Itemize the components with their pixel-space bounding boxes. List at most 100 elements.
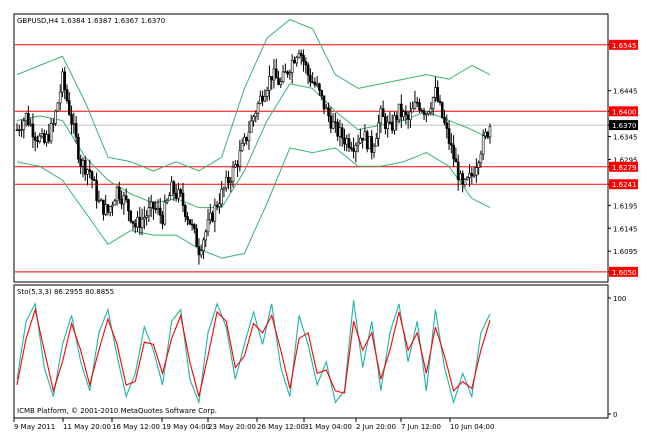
candle-body: [38, 135, 42, 142]
candle-body: [181, 192, 185, 206]
candle-body: [236, 164, 239, 167]
candle-body: [86, 169, 89, 175]
candle-body: [252, 116, 255, 122]
candle-body: [249, 120, 253, 133]
candle-body: [343, 137, 346, 145]
candle-body: [222, 187, 226, 190]
price-tick-label: 1.6345: [613, 134, 638, 142]
current-price-box: [609, 120, 638, 131]
level-label: 1.6279: [612, 164, 637, 172]
candle-body: [472, 174, 476, 177]
candle-body: [152, 201, 155, 209]
candle-body: [393, 115, 396, 131]
candle-body: [133, 223, 137, 228]
candle-body: [295, 57, 299, 64]
stochastic-tick-label: 0: [613, 411, 617, 419]
candle-body: [397, 103, 401, 121]
candle-body: [363, 131, 367, 141]
candle-body: [297, 53, 301, 58]
candle-body: [370, 136, 374, 153]
stochastic-axis: 100 0: [608, 295, 626, 419]
candle-body: [418, 102, 421, 111]
candle-body: [299, 53, 303, 56]
candle-body: [224, 176, 228, 189]
candle-body: [208, 212, 212, 221]
candle-body: [304, 61, 308, 66]
candle-body: [340, 127, 344, 139]
candle-body: [388, 121, 392, 124]
level-label: 1.6241: [612, 181, 637, 189]
candle-body: [290, 60, 294, 73]
candle-body: [288, 72, 292, 75]
bollinger-upper-line: [16, 19, 491, 172]
candle-body: [402, 111, 405, 117]
candle-body: [336, 121, 339, 137]
candle-body: [158, 207, 162, 216]
candle-body: [165, 199, 169, 203]
candle-body: [58, 91, 62, 104]
candle-body: [68, 100, 71, 115]
candle-body: [149, 201, 153, 208]
candle-body: [261, 95, 264, 102]
candle-body: [140, 218, 144, 228]
candle-body: [215, 204, 219, 207]
candle-body: [356, 142, 360, 146]
candle-body: [384, 116, 387, 130]
candle-body: [279, 81, 283, 85]
candle-body: [218, 203, 221, 207]
level-label: 1.6050: [612, 269, 637, 277]
candle-body: [409, 111, 412, 120]
candle-body: [331, 121, 335, 129]
candle-body: [36, 140, 39, 142]
candle-body: [320, 90, 324, 97]
candle-body: [447, 128, 451, 144]
candle-body: [477, 162, 480, 168]
candle-body: [231, 166, 235, 182]
candle-body: [186, 216, 189, 220]
candles-layer: [15, 49, 492, 265]
candle-body: [143, 217, 146, 220]
candle-body: [459, 173, 462, 181]
candle-body: [284, 71, 287, 74]
candle-body: [42, 133, 46, 143]
candle-body: [315, 83, 319, 86]
candle-body: [263, 96, 267, 102]
candle-body: [204, 231, 208, 241]
stochastic-main-line: [16, 300, 491, 405]
time-tick-label: 11 May 20:00: [63, 423, 111, 431]
candle-body: [390, 121, 394, 131]
indicator-frame: [13, 284, 609, 419]
candle-body: [247, 131, 251, 141]
candle-body: [213, 204, 217, 222]
time-axis: 9 May 2011 11 May 20:00 16 May 12:00 19 May…: [13, 418, 494, 431]
price-tick-label: 1.6195: [613, 202, 638, 210]
candle-body: [318, 83, 321, 91]
main-chart-frame: [13, 13, 609, 283]
candle-body: [193, 224, 196, 230]
candle-body: [56, 102, 60, 112]
stochastic-signal-line: [16, 307, 491, 397]
candle-body: [345, 138, 349, 145]
candle-body: [220, 188, 223, 205]
candle-body: [354, 144, 358, 152]
candle-body: [81, 159, 85, 167]
candle-body: [15, 129, 19, 131]
candle-body: [270, 76, 273, 81]
candle-body: [229, 181, 233, 184]
candle-body: [93, 179, 96, 181]
candle-body: [131, 220, 135, 224]
candle-body: [102, 199, 105, 215]
level-label-box: [609, 179, 638, 190]
candle-body: [211, 212, 214, 222]
candle-body: [259, 95, 262, 104]
candle-body: [45, 134, 48, 143]
candle-body: [106, 204, 110, 213]
candle-body: [293, 60, 296, 64]
candle-body: [124, 195, 128, 200]
time-tick-label: 9 May 2011: [14, 423, 55, 431]
candle-body: [127, 199, 130, 212]
time-tick-label: 16 May 12:00: [112, 423, 160, 431]
candle-body: [20, 129, 23, 131]
candle-body: [156, 207, 160, 210]
candle-body: [475, 167, 478, 176]
